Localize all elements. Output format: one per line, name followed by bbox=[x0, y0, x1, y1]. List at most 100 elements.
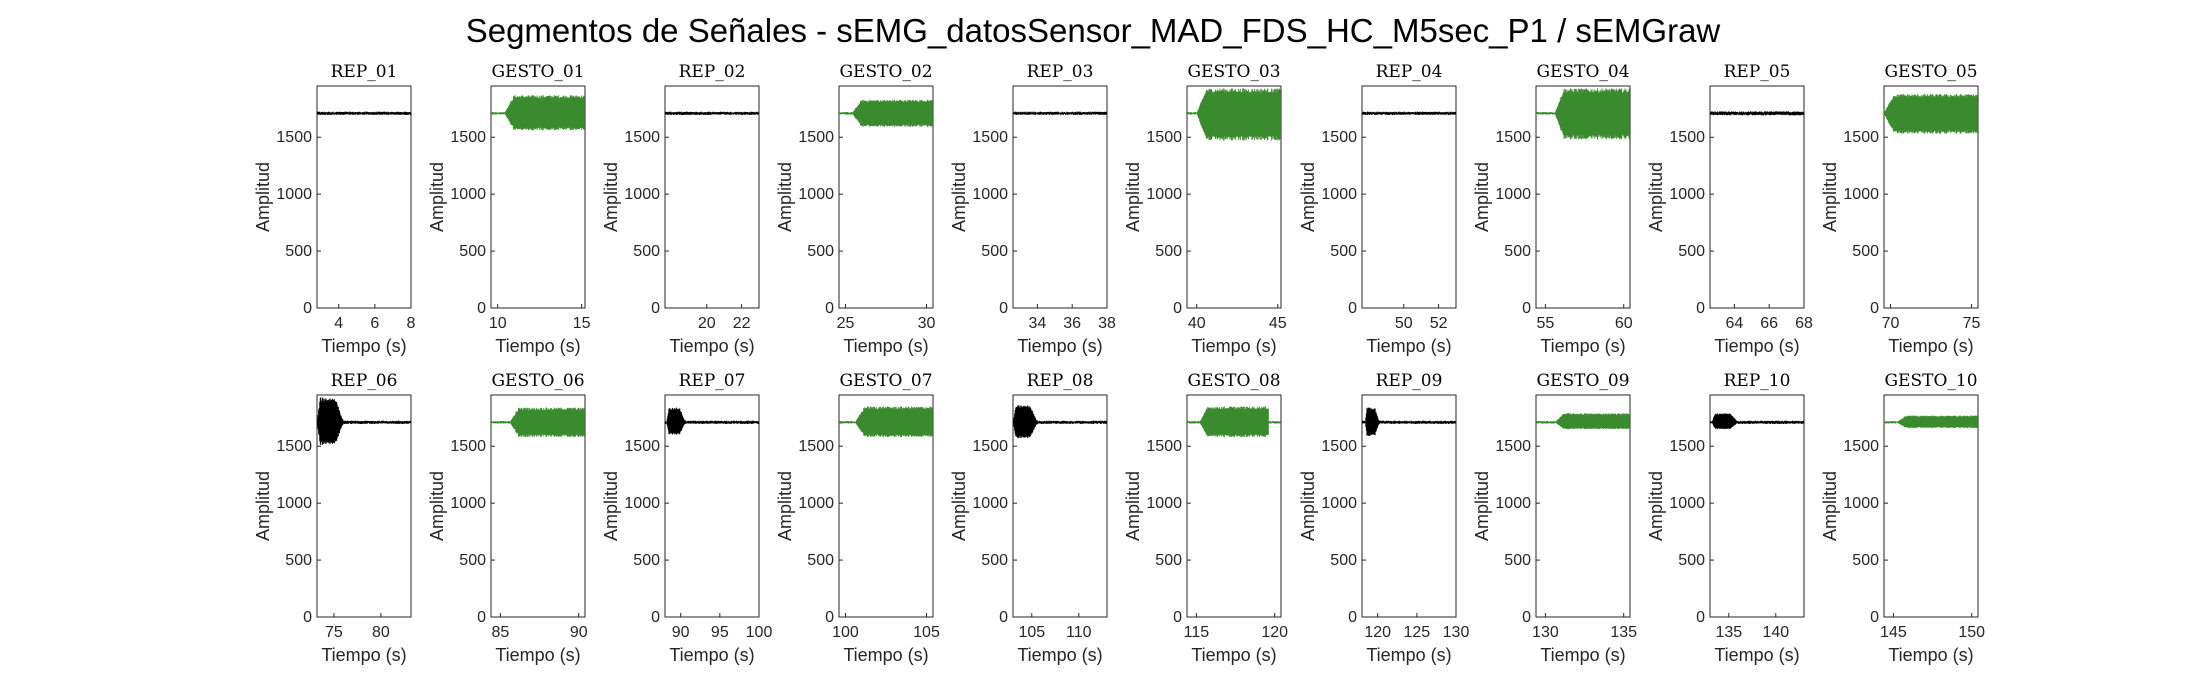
signal-trace-gesto bbox=[491, 407, 585, 438]
y-tick-label: 1000 bbox=[1146, 495, 1182, 512]
subplot-title: GESTO_04 bbox=[1536, 62, 1629, 82]
y-tick-label: 0 bbox=[1870, 609, 1879, 626]
y-tick-label: 1000 bbox=[1495, 495, 1531, 512]
subplot-rep-10: REP_10 0 500 1000 1500 135 140 Tiempo (s) Amplit… bbox=[1646, 371, 1805, 665]
subplot-title: REP_03 bbox=[1027, 62, 1094, 82]
subplot-title: GESTO_06 bbox=[491, 371, 584, 391]
x-axis-label: Tiempo (s) bbox=[321, 645, 406, 665]
x-tick-label: 8 bbox=[407, 315, 416, 332]
y-tick-label: 1500 bbox=[1146, 129, 1182, 146]
x-axis-label: Tiempo (s) bbox=[843, 645, 928, 665]
y-tick-label: 500 bbox=[285, 552, 312, 569]
signal-trace-rep bbox=[317, 397, 411, 446]
x-tick-label: 6 bbox=[370, 315, 379, 332]
signal-trace-gesto bbox=[1187, 88, 1281, 141]
subplot-rep-06: REP_06 0 500 1000 1500 75 80 Tiempo (s) Amplitud bbox=[253, 371, 412, 665]
x-tick-label: 38 bbox=[1098, 315, 1116, 332]
subplot-title: REP_09 bbox=[1376, 371, 1443, 391]
subplot-title: GESTO_03 bbox=[1187, 62, 1280, 82]
x-tick-label: 68 bbox=[1795, 315, 1813, 332]
subplot-title: GESTO_01 bbox=[491, 62, 584, 82]
x-tick-label: 100 bbox=[832, 624, 859, 641]
y-tick-label: 500 bbox=[1330, 552, 1357, 569]
y-axis-label: Amplitud bbox=[1646, 162, 1666, 232]
y-tick-label: 1000 bbox=[276, 495, 312, 512]
subplot-title: GESTO_02 bbox=[839, 62, 932, 82]
y-tick-label: 1000 bbox=[798, 495, 834, 512]
subplot-title: GESTO_10 bbox=[1884, 371, 1977, 391]
axes-box bbox=[1883, 394, 1979, 618]
x-axis-label: Tiempo (s) bbox=[1540, 645, 1625, 665]
y-axis-label: Amplitud bbox=[1472, 471, 1492, 541]
x-tick-label: 10 bbox=[489, 315, 507, 332]
signal-trace-gesto bbox=[1187, 406, 1281, 438]
x-tick-label: 52 bbox=[1430, 315, 1448, 332]
subplot-rep-08: REP_08 0 500 1000 1500 105 110 Tiempo (s) Amplit… bbox=[949, 371, 1108, 665]
x-tick-label: 22 bbox=[733, 315, 751, 332]
y-axis-label: Amplitud bbox=[601, 162, 621, 232]
x-tick-label: 50 bbox=[1395, 315, 1413, 332]
y-tick-label: 500 bbox=[1330, 243, 1357, 260]
y-tick-label: 500 bbox=[1678, 552, 1705, 569]
signal-trace-gesto bbox=[1536, 413, 1630, 430]
signal-trace-rep bbox=[1362, 111, 1456, 116]
subplot-gesto-06: GESTO_06 0 500 1000 1500 85 90 Tiempo (s) Amplit… bbox=[427, 371, 588, 665]
signal-trace-rep bbox=[1362, 407, 1456, 436]
subplot-title: GESTO_08 bbox=[1187, 371, 1280, 391]
y-tick-label: 1000 bbox=[450, 186, 486, 203]
subplot-title: REP_10 bbox=[1724, 371, 1791, 391]
signal-trace-gesto bbox=[1884, 94, 1978, 134]
y-axis-label: Amplitud bbox=[1298, 162, 1318, 232]
subplot-rep-03: REP_03 0 500 1000 1500 34 36 38 Tiempo (s) Amplit… bbox=[949, 62, 1116, 356]
signal-trace-rep bbox=[665, 407, 759, 435]
y-tick-label: 0 bbox=[303, 609, 312, 626]
y-tick-label: 1000 bbox=[1495, 186, 1531, 203]
subplot-rep-02: REP_02 0 500 1000 1500 20 22 Tiempo (s) Amplitud bbox=[601, 62, 760, 356]
y-tick-label: 500 bbox=[633, 552, 660, 569]
y-tick-label: 1000 bbox=[624, 186, 660, 203]
x-tick-label: 140 bbox=[1762, 624, 1789, 641]
y-axis-label: Amplitud bbox=[1123, 162, 1143, 232]
y-tick-label: 1500 bbox=[1669, 129, 1705, 146]
subplot-title: REP_01 bbox=[331, 62, 398, 82]
y-tick-label: 0 bbox=[999, 300, 1008, 317]
y-tick-label: 1500 bbox=[1146, 438, 1182, 455]
subplot-title: GESTO_09 bbox=[1536, 371, 1629, 391]
y-tick-label: 0 bbox=[651, 300, 660, 317]
x-tick-label: 145 bbox=[1880, 624, 1907, 641]
x-tick-label: 130 bbox=[1532, 624, 1559, 641]
subplot-title: GESTO_05 bbox=[1884, 62, 1977, 82]
y-tick-label: 1500 bbox=[1669, 438, 1705, 455]
y-tick-label: 500 bbox=[981, 552, 1008, 569]
y-tick-label: 1000 bbox=[624, 495, 660, 512]
y-tick-label: 500 bbox=[1155, 552, 1182, 569]
x-tick-label: 75 bbox=[1963, 315, 1981, 332]
y-tick-label: 1000 bbox=[1669, 495, 1705, 512]
y-axis-label: Amplitud bbox=[775, 162, 795, 232]
subplot-rep-07: REP_07 0 500 1000 1500 90 95 100 Tiempo (s) Ampli… bbox=[601, 371, 772, 665]
x-axis-label: Tiempo (s) bbox=[1191, 336, 1276, 356]
y-tick-label: 1500 bbox=[972, 129, 1008, 146]
y-tick-label: 1000 bbox=[1669, 186, 1705, 203]
x-axis-label: Tiempo (s) bbox=[321, 336, 406, 356]
y-tick-label: 0 bbox=[1348, 609, 1357, 626]
y-tick-label: 500 bbox=[1155, 243, 1182, 260]
x-axis-label: Tiempo (s) bbox=[1888, 336, 1973, 356]
axes-box bbox=[1361, 85, 1457, 309]
y-tick-label: 1500 bbox=[276, 438, 312, 455]
y-tick-label: 1500 bbox=[624, 438, 660, 455]
axes-box bbox=[316, 85, 412, 309]
subplot-title: REP_05 bbox=[1724, 62, 1791, 82]
x-axis-label: Tiempo (s) bbox=[495, 336, 580, 356]
subplot-title: REP_02 bbox=[679, 62, 746, 82]
y-tick-label: 500 bbox=[1504, 552, 1531, 569]
subplot-gesto-07: GESTO_07 0 500 1000 1500 100 105 Tiempo (s) Ampl… bbox=[775, 371, 940, 665]
x-tick-label: 85 bbox=[492, 624, 510, 641]
x-tick-label: 64 bbox=[1725, 315, 1743, 332]
axes-box bbox=[1361, 394, 1457, 618]
subplot-gesto-08: GESTO_08 0 500 1000 1500 115 120 Tiempo (s) Ampl… bbox=[1123, 371, 1288, 665]
x-tick-label: 150 bbox=[1958, 624, 1985, 641]
signal-trace-gesto bbox=[1884, 415, 1978, 429]
y-tick-label: 1500 bbox=[276, 129, 312, 146]
subplot-gesto-10: GESTO_10 0 500 1000 1500 145 150 Tiempo (s) Ampl… bbox=[1820, 371, 1985, 665]
